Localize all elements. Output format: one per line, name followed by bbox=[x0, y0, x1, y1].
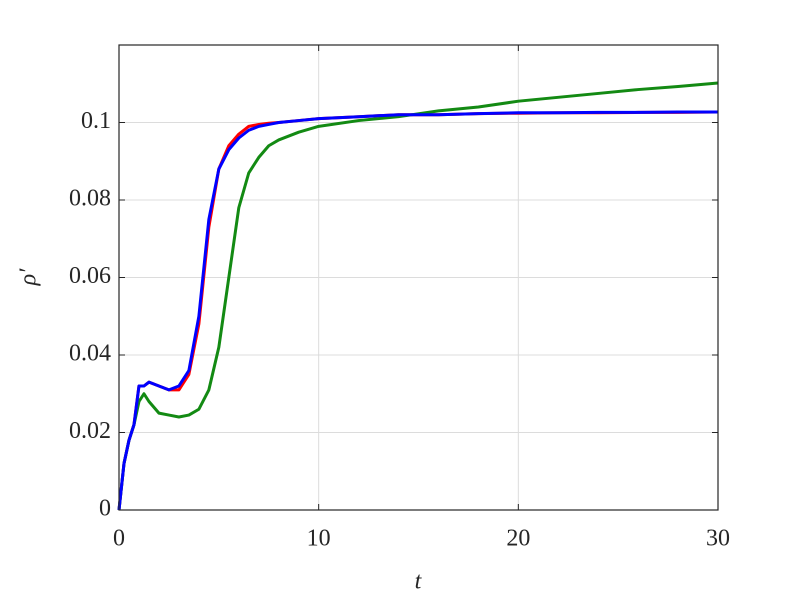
y-tick-label: 0.1 bbox=[81, 108, 111, 134]
x-tick-label: 20 bbox=[506, 526, 530, 552]
y-tick-label: 0.04 bbox=[69, 341, 111, 367]
x-tick-label: 10 bbox=[307, 526, 331, 552]
data-line bbox=[117, 110, 718, 511]
x-tick-label: 30 bbox=[706, 526, 730, 552]
y-axis-label: ρ′ bbox=[16, 268, 42, 287]
x-tick-label: 0 bbox=[113, 526, 125, 552]
data-line bbox=[117, 81, 719, 511]
x-axis-label: t bbox=[415, 569, 423, 595]
y-tick-label: 0.02 bbox=[69, 418, 111, 444]
plot-frame bbox=[118, 44, 719, 511]
y-tick-label: 0 bbox=[99, 496, 111, 522]
y-tick-label: 0.08 bbox=[69, 186, 111, 212]
y-tick-label: 0.06 bbox=[69, 263, 111, 289]
data-line bbox=[117, 110, 719, 511]
